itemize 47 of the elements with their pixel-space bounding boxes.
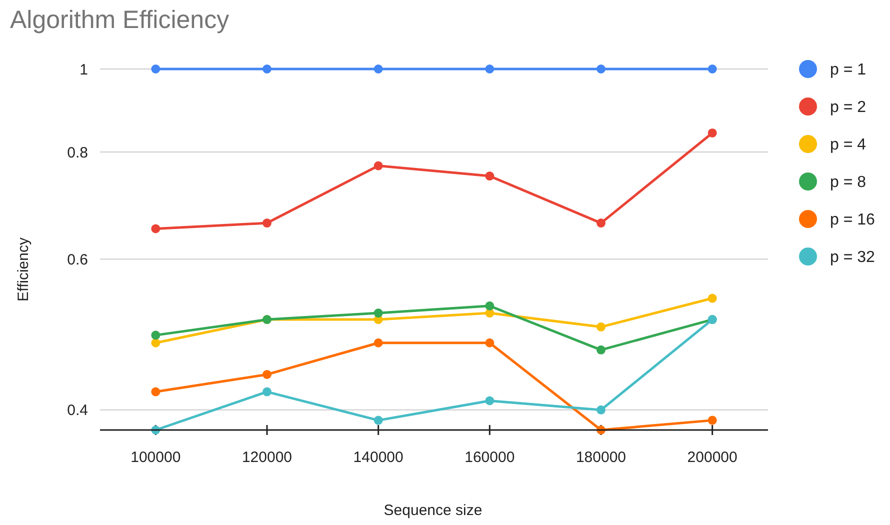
point [374,161,383,170]
point [151,64,160,74]
point [262,370,272,379]
point [374,308,383,318]
point [596,405,606,414]
point [596,345,606,354]
point [708,128,717,138]
point [596,322,606,332]
legend-label: p = 16 [830,212,876,229]
x-tick-label: 140000 [353,449,404,466]
legend-label: p = 8 [830,174,866,192]
point [151,338,160,348]
x-tick-label: 160000 [464,449,515,466]
point [485,396,494,406]
x-tick-label: 100000 [130,449,181,466]
x-tick-label: 120000 [242,449,292,466]
y-tick-label: 0.8 [67,144,88,162]
x-tick-label: 200000 [687,449,738,466]
point [596,218,606,228]
point [151,330,160,340]
x-tick-label: 180000 [576,449,626,466]
point [151,387,160,396]
point [374,338,383,348]
point [485,301,494,310]
point [485,64,494,74]
point [151,224,160,234]
y-tick-label: 1 [80,61,88,78]
point [708,416,717,425]
point [262,64,272,74]
point [262,218,272,228]
point [374,64,383,74]
point [262,387,272,396]
y-axis-title: Efficiency [15,237,32,302]
point [485,172,494,181]
y-tick-label: 0.4 [67,402,88,420]
legend-label: p = 32 [830,249,876,266]
chart-title: Algorithm Efficiency [10,6,230,34]
point [374,416,383,425]
legend-label: p = 4 [830,136,866,154]
point [708,294,717,303]
point [708,64,717,74]
y-tick-label: 0.6 [67,251,88,268]
legend-label: p = 1 [830,62,866,79]
legend-label: p = 2 [830,99,866,116]
point [596,64,606,74]
x-axis-title: Sequence size [384,502,482,519]
point [485,338,494,348]
